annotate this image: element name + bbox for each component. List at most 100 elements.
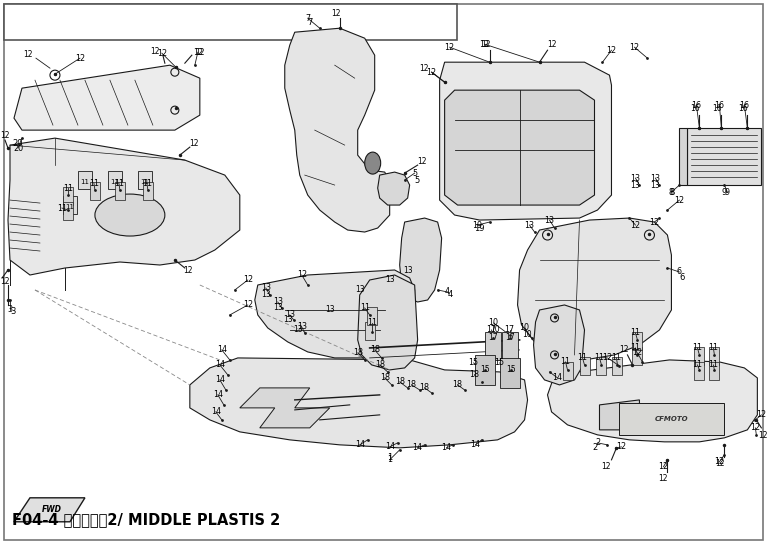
Text: 12: 12 [426,67,437,77]
Ellipse shape [95,194,165,236]
Bar [710,362,720,380]
Text: 15: 15 [506,366,515,374]
Text: 12: 12 [714,458,724,466]
Bar [613,357,623,375]
Text: 16: 16 [690,104,700,113]
Text: 13: 13 [325,306,335,314]
Text: 11: 11 [359,304,369,312]
Text: 11: 11 [57,203,67,213]
Ellipse shape [365,152,381,174]
Text: 18: 18 [353,348,362,357]
Text: 16: 16 [714,101,724,110]
Text: 14: 14 [211,407,221,416]
Bar [562,362,572,380]
Text: 18: 18 [452,380,462,390]
Text: 12: 12 [630,42,640,52]
Text: 18: 18 [379,373,389,382]
Text: 12: 12 [150,47,160,55]
Text: 12: 12 [607,46,617,55]
Bar [499,358,520,388]
Bar [694,362,704,380]
Text: 10: 10 [520,324,530,332]
Text: 12: 12 [74,54,85,63]
Text: 15: 15 [468,358,478,367]
Text: 13: 13 [545,215,554,225]
Text: 13: 13 [285,311,295,319]
Text: 9: 9 [722,188,727,196]
Bar [63,196,77,214]
Bar [485,332,501,360]
Text: 12: 12 [417,157,426,165]
Text: 17: 17 [505,325,515,335]
Text: 12: 12 [547,40,556,49]
Text: 20: 20 [13,144,23,153]
Polygon shape [358,275,418,370]
Bar [633,332,643,350]
Text: 11: 11 [142,178,152,188]
Polygon shape [600,400,640,430]
Text: 2: 2 [595,438,600,447]
Text: 14: 14 [471,440,481,449]
Bar [633,347,643,365]
Text: 1: 1 [387,453,392,462]
Polygon shape [687,128,761,185]
Text: 12: 12 [650,218,660,226]
Text: FWD: FWD [42,505,62,514]
Text: 13: 13 [261,283,271,293]
Text: 12: 12 [758,431,768,440]
Text: 6: 6 [677,268,682,276]
Polygon shape [285,28,389,232]
Text: 8: 8 [669,188,674,196]
Text: 11: 11 [708,361,718,369]
Bar [580,357,590,375]
Polygon shape [240,388,329,428]
Polygon shape [548,360,757,442]
Text: 11: 11 [561,357,571,367]
Text: 12: 12 [189,139,199,147]
Polygon shape [378,172,409,205]
Polygon shape [680,128,687,185]
Text: 11: 11 [594,354,604,362]
Polygon shape [439,62,611,220]
Bar [115,182,125,200]
Polygon shape [399,218,442,302]
Text: 18: 18 [406,380,417,390]
Text: 12: 12 [619,345,628,355]
Text: 11: 11 [141,179,150,185]
Text: 12: 12 [445,42,455,52]
Text: 12: 12 [750,423,760,432]
Text: 12: 12 [716,459,725,468]
Text: 12: 12 [296,270,306,280]
Text: 15: 15 [480,366,489,374]
Bar [366,307,376,325]
Text: 11: 11 [89,178,99,188]
Text: 3: 3 [10,307,15,317]
Polygon shape [14,498,85,522]
Text: 7: 7 [307,18,313,27]
Polygon shape [190,358,528,448]
Text: 2: 2 [593,443,598,453]
Bar [63,202,73,220]
Text: 12: 12 [157,48,167,58]
Text: 12: 12 [243,300,253,310]
Polygon shape [518,218,671,360]
Text: 13: 13 [355,286,365,294]
Text: 16: 16 [713,104,722,113]
Text: 13: 13 [385,275,395,285]
Text: 11: 11 [366,318,376,327]
Text: 12: 12 [601,462,611,471]
Bar [108,171,122,189]
Bar [143,182,153,200]
Bar [63,187,73,205]
Text: 10: 10 [490,325,499,335]
Bar [90,182,100,200]
Text: 18: 18 [375,361,385,369]
Text: 11: 11 [611,354,621,362]
Text: 10: 10 [488,318,498,327]
Text: 16: 16 [740,101,750,110]
Text: 11: 11 [63,183,73,193]
Text: 4: 4 [448,290,453,300]
Text: 18: 18 [419,384,429,392]
Bar [138,171,152,189]
Text: 9: 9 [725,188,730,196]
